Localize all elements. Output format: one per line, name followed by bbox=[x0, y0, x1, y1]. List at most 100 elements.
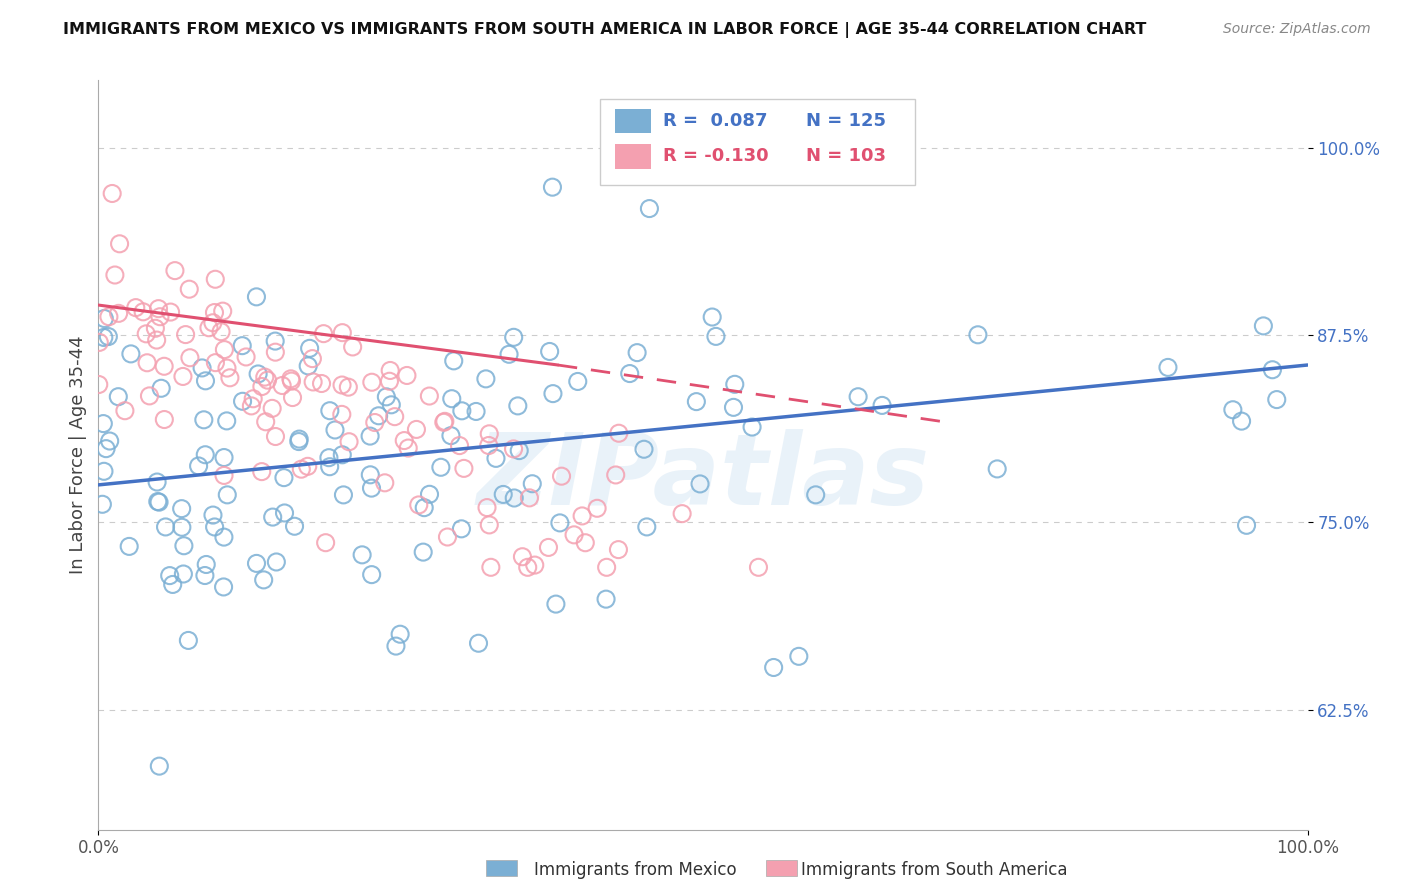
Point bbox=[433, 414, 456, 428]
Point bbox=[548, 516, 571, 530]
Point bbox=[685, 394, 707, 409]
Point bbox=[107, 306, 129, 320]
Text: R = -0.130: R = -0.130 bbox=[664, 147, 769, 165]
Point bbox=[301, 351, 323, 366]
Point bbox=[485, 451, 508, 466]
Point bbox=[264, 334, 287, 348]
Point bbox=[194, 568, 217, 582]
Point bbox=[607, 426, 630, 441]
Point bbox=[163, 263, 186, 277]
Point bbox=[250, 465, 273, 479]
Point bbox=[418, 487, 440, 501]
Point bbox=[193, 413, 215, 427]
Point bbox=[986, 462, 1008, 476]
Point bbox=[522, 476, 544, 491]
Point bbox=[172, 369, 194, 384]
Point bbox=[231, 339, 253, 353]
Point bbox=[107, 390, 129, 404]
Point bbox=[132, 305, 155, 319]
Text: Immigrants from Mexico: Immigrants from Mexico bbox=[534, 861, 737, 879]
Point bbox=[93, 330, 115, 344]
Point bbox=[502, 442, 524, 456]
Point bbox=[367, 409, 389, 423]
Point bbox=[264, 345, 287, 359]
Point bbox=[97, 310, 120, 324]
Point bbox=[1261, 363, 1284, 377]
Point bbox=[253, 370, 276, 384]
Point bbox=[136, 356, 159, 370]
Point bbox=[342, 340, 364, 354]
Point bbox=[626, 345, 648, 359]
Point bbox=[194, 374, 217, 388]
Point bbox=[1157, 360, 1180, 375]
Point bbox=[702, 310, 724, 324]
Text: IMMIGRANTS FROM MEXICO VS IMMIGRANTS FROM SOUTH AMERICA IN LABOR FORCE | AGE 35-: IMMIGRANTS FROM MEXICO VS IMMIGRANTS FRO… bbox=[63, 22, 1147, 38]
Point bbox=[762, 660, 785, 674]
Point bbox=[145, 321, 167, 335]
Point bbox=[412, 545, 434, 559]
Point bbox=[360, 567, 382, 582]
Point bbox=[541, 180, 564, 194]
Point bbox=[571, 508, 593, 523]
FancyBboxPatch shape bbox=[600, 99, 915, 186]
Point bbox=[318, 459, 340, 474]
Point bbox=[352, 548, 374, 562]
Point bbox=[204, 305, 226, 319]
Point bbox=[967, 327, 990, 342]
Point bbox=[405, 422, 427, 436]
Point bbox=[201, 508, 224, 522]
Point bbox=[211, 304, 233, 318]
Point bbox=[332, 488, 354, 502]
Point bbox=[114, 403, 136, 417]
Text: N = 125: N = 125 bbox=[806, 112, 886, 129]
Point bbox=[170, 520, 193, 534]
Point bbox=[254, 415, 277, 429]
Point bbox=[364, 416, 387, 430]
Point bbox=[595, 592, 617, 607]
Point bbox=[465, 404, 488, 418]
Point bbox=[98, 434, 121, 448]
Point bbox=[315, 535, 337, 549]
Point bbox=[204, 356, 226, 370]
Point bbox=[264, 429, 287, 443]
Point bbox=[204, 520, 226, 534]
Point bbox=[146, 494, 169, 508]
Point bbox=[418, 389, 440, 403]
Point bbox=[704, 329, 727, 343]
Point bbox=[108, 236, 131, 251]
Point bbox=[586, 501, 609, 516]
Point bbox=[508, 443, 530, 458]
Point bbox=[1253, 318, 1275, 333]
Point bbox=[219, 371, 242, 385]
Point bbox=[574, 535, 596, 549]
Point bbox=[512, 549, 534, 564]
Point bbox=[396, 441, 419, 455]
Point bbox=[150, 381, 173, 395]
Point bbox=[440, 392, 463, 406]
Point bbox=[153, 359, 176, 374]
Point bbox=[380, 398, 402, 412]
Point bbox=[475, 500, 498, 515]
Point bbox=[155, 520, 177, 534]
Point bbox=[145, 333, 167, 347]
Point bbox=[97, 329, 120, 343]
Point bbox=[550, 469, 572, 483]
Point bbox=[804, 488, 827, 502]
Point bbox=[281, 391, 304, 405]
Point bbox=[433, 415, 456, 429]
Point bbox=[1230, 414, 1253, 428]
Point bbox=[288, 434, 311, 449]
Point bbox=[262, 510, 284, 524]
Point bbox=[479, 560, 502, 574]
Point bbox=[607, 542, 630, 557]
Point bbox=[148, 301, 170, 316]
Text: Immigrants from South America: Immigrants from South America bbox=[801, 861, 1069, 879]
Point bbox=[298, 342, 321, 356]
Point bbox=[297, 459, 319, 474]
Point bbox=[330, 448, 353, 462]
Point bbox=[408, 498, 430, 512]
Point bbox=[380, 363, 402, 377]
Point bbox=[245, 557, 267, 571]
Point bbox=[118, 540, 141, 554]
Point bbox=[394, 434, 416, 448]
